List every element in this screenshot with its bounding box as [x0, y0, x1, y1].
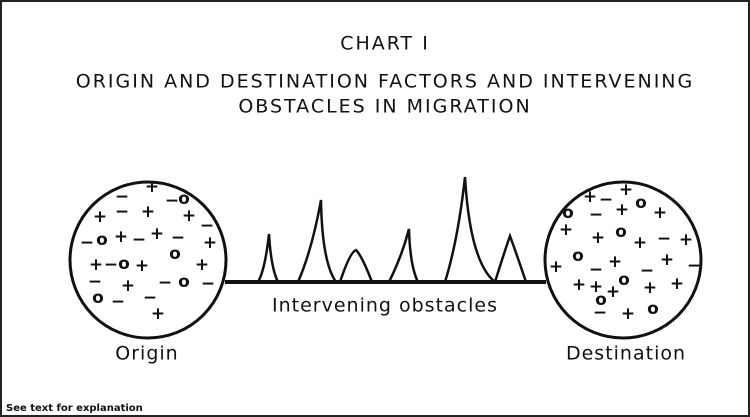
origin-factor: − [115, 202, 129, 222]
origin-factor: − [158, 273, 172, 293]
destination-factor: + [653, 203, 667, 223]
origin-factor: + [145, 177, 159, 197]
origin-factor: o [178, 272, 190, 292]
origin-factor: + [114, 227, 128, 247]
origin-factor: − [111, 292, 125, 312]
origin-factor: + [151, 304, 165, 324]
destination-factor: − [593, 303, 607, 323]
destination-factor: + [589, 277, 603, 297]
destination-factor: + [633, 233, 647, 253]
origin-factor: − [171, 228, 185, 248]
origin-factor: + [150, 224, 164, 244]
title-line: OBSTACLES IN MIGRATION [238, 96, 531, 118]
origin-factor: − [165, 191, 179, 211]
origin-factor: + [121, 276, 135, 296]
origin-factor: o [169, 244, 181, 264]
title-line: ORIGIN AND DESTINATION FACTORS AND INTER… [76, 71, 694, 93]
origin-factor: − [201, 274, 215, 294]
origin-factor: + [89, 255, 103, 275]
destination-factor: + [619, 180, 633, 200]
origin-factor: + [141, 202, 155, 222]
origin-factor: − [132, 230, 146, 250]
origin-factor: + [182, 206, 196, 226]
destination-factor: − [589, 205, 603, 225]
destination-factor: o [615, 222, 627, 242]
origin-label: Origin [115, 343, 178, 365]
destination-label: Destination [566, 343, 686, 365]
destination-factor: + [559, 220, 573, 240]
destination-factor: o [595, 290, 607, 310]
destination-factor: + [583, 187, 597, 207]
destination-factor: + [670, 274, 684, 294]
origin-circle [68, 180, 228, 340]
destination-factor: + [621, 304, 635, 324]
origin-factor: o [96, 230, 108, 250]
origin-factor: + [135, 256, 149, 276]
origin-factor: − [143, 288, 157, 308]
destination-factor: − [640, 261, 654, 281]
chart-number: CHART I [340, 33, 430, 55]
origin-factor: − [104, 255, 118, 275]
destination-factor: o [572, 246, 584, 266]
destination-factor: + [643, 278, 657, 298]
destination-factor: + [572, 275, 586, 295]
destination-factor: + [660, 250, 674, 270]
footnote: See text for explanation [6, 403, 143, 414]
origin-factor: o [178, 189, 190, 209]
origin-factor: + [93, 207, 107, 227]
destination-factor: o [618, 270, 630, 290]
destination-factor: + [608, 252, 622, 272]
destination-circle [543, 180, 703, 340]
destination-factor: + [591, 228, 605, 248]
origin-factor: o [92, 288, 104, 308]
destination-factor: + [615, 200, 629, 220]
origin-factor: − [80, 233, 94, 253]
origin-factor: + [203, 233, 217, 253]
destination-factor: − [599, 190, 613, 210]
obstacle-peaks [256, 176, 528, 283]
obstacles-label: Intervening obstacles [272, 295, 498, 317]
origin-factor: − [88, 272, 102, 292]
origin-factor: + [195, 255, 209, 275]
destination-factor: − [657, 229, 671, 249]
destination-factor: + [549, 257, 563, 277]
destination-factor: + [679, 230, 693, 250]
origin-factor: o [118, 254, 130, 274]
destination-factor: − [589, 260, 603, 280]
origin-factor: − [200, 216, 214, 236]
destination-factor: o [562, 203, 574, 223]
destination-factor: + [606, 282, 620, 302]
destination-factor: − [687, 256, 701, 276]
destination-factor: o [647, 299, 659, 319]
destination-factor: o [635, 193, 647, 213]
origin-factor: − [115, 187, 129, 207]
